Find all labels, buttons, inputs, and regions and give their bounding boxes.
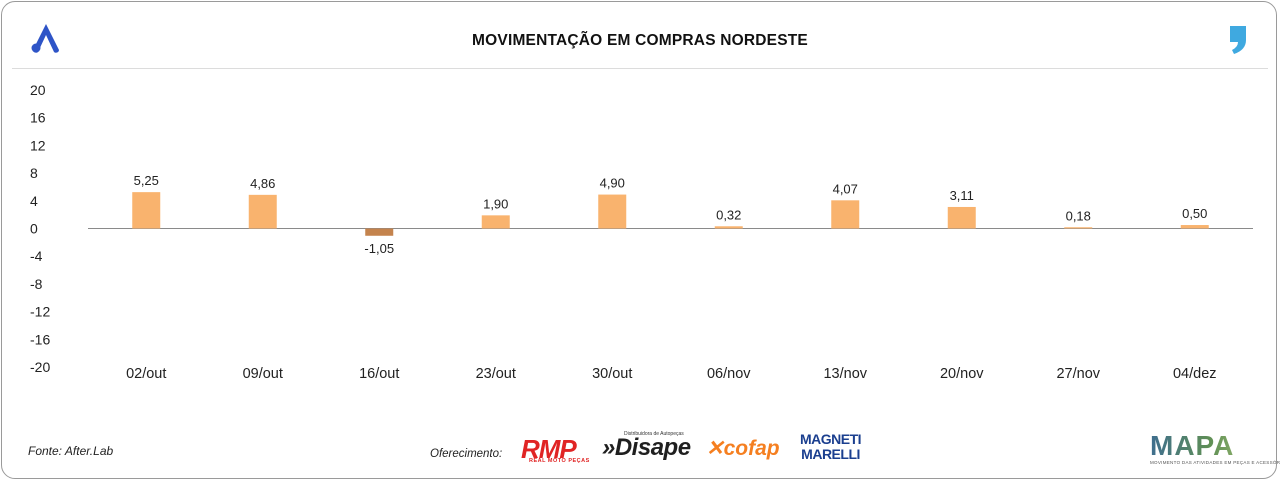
y-axis-ticks: 20 16 12 8 4 0 -4 -8 -12 -16 -20 (30, 82, 50, 375)
bar (1064, 227, 1093, 229)
cofap-logo-text: cofap (723, 437, 780, 460)
y-tick-label: -12 (30, 304, 50, 320)
x-tick-label: 13/nov (823, 366, 867, 382)
bar (248, 194, 277, 229)
y-tick-label: -4 (30, 248, 43, 264)
bar (481, 215, 510, 229)
x-tick-label: 09/out (243, 366, 283, 382)
offer-label: Oferecimento: (430, 448, 503, 460)
magneti-marelli-logo: MAGNETI MARELLI (800, 431, 862, 462)
bar-value-label: 4,86 (250, 176, 275, 191)
y-tick-label: 20 (30, 82, 46, 98)
mapa-logo-text: MAPA (1150, 430, 1250, 462)
disape-logo: Distribuidora de Autopeças »Disape (602, 431, 691, 462)
disape-logo-subtext: Distribuidora de Autopeças (624, 431, 684, 437)
bar-value-label: -1,05 (364, 241, 394, 256)
rmp-logo-subtext: REAL MOTO PEÇAS (529, 458, 590, 464)
bar-value-label: 5,25 (134, 173, 159, 188)
comma-logo-icon (1230, 26, 1246, 54)
magneti-logo-line2: MARELLI (801, 446, 860, 462)
y-tick-label: -16 (30, 331, 50, 347)
bar (1180, 225, 1209, 229)
bar-value-label: 0,18 (1066, 208, 1091, 223)
y-tick-label: -20 (30, 359, 50, 375)
y-tick-label: 8 (30, 165, 38, 181)
bar (365, 228, 394, 236)
bar-value-label: 3,11 (950, 188, 974, 203)
cofap-logo: ✕cofap (706, 436, 780, 461)
rmp-logo: RMP REAL MOTO PEÇAS (521, 434, 591, 466)
bar (947, 206, 976, 229)
x-tick-label: 23/out (476, 366, 516, 382)
disape-logo-text: »Disape (602, 434, 691, 461)
cofap-mark-icon: ✕ (706, 437, 724, 460)
source-note: Fonte: After.Lab (28, 444, 114, 458)
bar (598, 194, 627, 229)
bar-value-label: 4,07 (833, 181, 858, 196)
y-tick-label: 4 (30, 193, 38, 209)
aftermarket-logo-icon (31, 24, 59, 53)
y-tick-label: 0 (30, 221, 38, 237)
bar-value-label: 0,50 (1182, 206, 1207, 221)
x-tick-label: 16/out (359, 366, 399, 382)
bar-value-label: 0,32 (716, 207, 741, 222)
x-tick-label: 20/nov (940, 366, 984, 382)
x-tick-label: 06/nov (707, 366, 751, 382)
x-tick-label: 02/out (126, 366, 166, 382)
mapa-logo: MAPA MOVIMENTO DAS ATIVIDADES EM PEÇAS E… (1150, 430, 1280, 465)
magneti-logo-line1: MAGNETI (800, 431, 862, 447)
rmp-logo-text: RMP (521, 434, 577, 464)
x-tick-label: 30/out (592, 366, 632, 382)
bar (831, 200, 860, 229)
value-labels-group: 5,25 4,86 -1,05 1,90 4,90 0,32 4,07 3,11 0,18 0,5… (134, 173, 1208, 256)
x-axis-labels-group: 02/out 09/out 16/out 23/out 30/out 06/nov 13/n… (126, 366, 1216, 382)
bars-group (132, 192, 1209, 236)
y-tick-label: 12 (30, 137, 46, 153)
y-tick-label: -8 (30, 276, 43, 292)
bar (132, 192, 161, 229)
bar-value-label: 4,90 (600, 176, 625, 191)
chart-title: MOVIMENTAÇÃO EM COMPRAS NORDESTE (472, 32, 808, 49)
bar (714, 226, 743, 229)
bar-value-label: 1,90 (483, 196, 508, 211)
x-tick-label: 04/dez (1173, 366, 1217, 382)
x-tick-label: 27/nov (1056, 366, 1100, 382)
header-divider (12, 68, 1268, 69)
mapa-logo-subtext: MOVIMENTO DAS ATIVIDADES EM PEÇAS E ACES… (1150, 460, 1280, 465)
y-tick-label: 16 (30, 110, 46, 126)
